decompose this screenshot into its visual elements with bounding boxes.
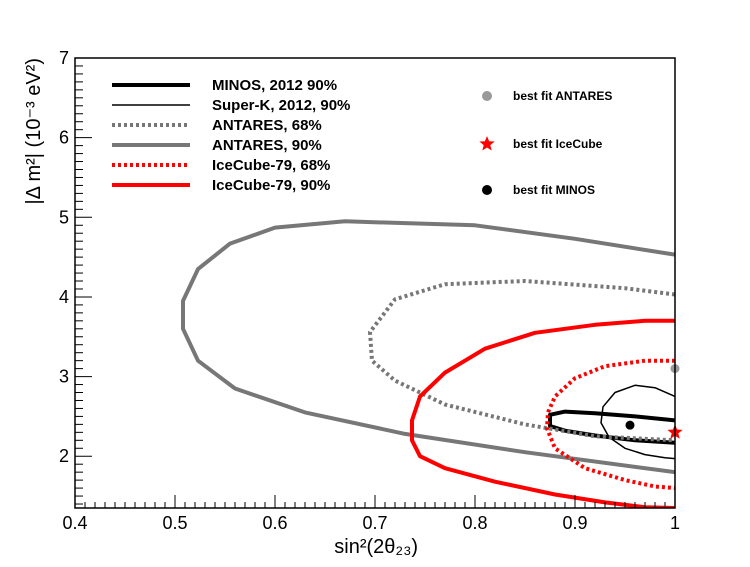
y-tick-label: 5 xyxy=(59,207,69,227)
best-fit-markers xyxy=(625,364,683,439)
best-fit-marker-3 xyxy=(625,420,635,430)
x-axis-title: sin²(2θ₂₃) xyxy=(334,536,418,558)
x-tick-label: 0.8 xyxy=(462,513,487,533)
plot-frame xyxy=(74,57,676,509)
legend-label: MINOS, 2012 90% xyxy=(212,77,337,94)
legend-label: ANTARES, 68% xyxy=(212,117,322,134)
x-tick-label: 0.9 xyxy=(562,513,587,533)
y-tick-label: 3 xyxy=(59,367,69,387)
y-tick-label: 7 xyxy=(59,48,69,68)
y-tick-label: 6 xyxy=(59,128,69,148)
contour-layer xyxy=(181,219,675,508)
contour-3 xyxy=(368,279,675,443)
contour-4 xyxy=(181,219,675,475)
x-tick-label: 1 xyxy=(670,513,680,533)
legend: MINOS, 2012 90% Super-K, 2012, 90% ANTARES… xyxy=(112,77,350,194)
legend-label: best fit IceCube xyxy=(513,137,603,151)
y-tick-label: 4 xyxy=(59,287,69,307)
legend-label: Super-K, 2012, 90% xyxy=(212,97,350,114)
legend-marker xyxy=(482,185,492,195)
legend-label: best fit ANTARES xyxy=(513,89,612,103)
legend-label: IceCube-79, 90% xyxy=(212,177,330,194)
legend-label: ANTARES, 90% xyxy=(212,137,322,154)
best-fit-legend: best fit ANTARES best fit IceCube best fit… xyxy=(479,89,612,197)
legend-marker xyxy=(479,136,495,151)
x-tick-label: 0.4 xyxy=(62,513,87,533)
x-tick-label: 0.5 xyxy=(162,513,187,533)
legend-marker xyxy=(482,91,492,101)
contour-2 xyxy=(600,384,675,460)
contour-6 xyxy=(410,318,675,508)
y-tick-label: 2 xyxy=(59,446,69,466)
contour-1 xyxy=(548,409,675,445)
y-axis-title: |Δ m²| (10⁻³ eV²) xyxy=(23,58,45,205)
y-axis: 2 3 4 5 6 7 xyxy=(59,48,92,505)
x-tick-label: 0.7 xyxy=(362,513,387,533)
x-tick-label: 0.6 xyxy=(262,513,287,533)
x-axis: 0.4 0.5 0.6 0.7 0.8 0.9 1 xyxy=(62,495,680,533)
legend-label: IceCube-79, 68% xyxy=(212,157,330,174)
legend-label: best fit MINOS xyxy=(513,183,595,197)
